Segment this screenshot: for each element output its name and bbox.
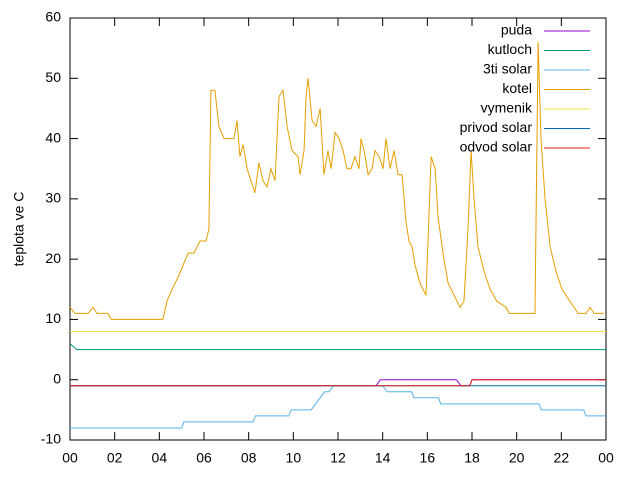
x-tick-label: 00 [598,450,614,466]
y-tick-label: -10 [41,431,61,447]
y-tick-label: 50 [45,69,61,85]
x-tick-label: 02 [107,450,123,466]
series-line [70,379,606,387]
x-tick-label: 14 [375,450,391,466]
y-tick-label: 20 [45,250,61,266]
x-tick-label: 00 [62,450,78,466]
legend-label: kotel [502,80,532,96]
legend-label: privod solar [460,119,533,135]
y-tick-label: 40 [45,129,61,145]
y-tick-label: 10 [45,310,61,326]
y-tick-label: 30 [45,190,61,206]
y-tick-label: 0 [53,370,61,386]
x-tick-label: 12 [330,450,346,466]
legend-label: puda [501,22,532,38]
x-tick-label: 16 [420,450,436,466]
x-tick-label: 08 [241,450,257,466]
series-line [69,42,604,320]
legend-label: vymenik [481,100,533,116]
y-axis-label: teplota ve C [11,192,27,267]
series-line [69,343,606,351]
x-tick-label: 22 [554,450,570,466]
legend-label: kutloch [488,41,532,57]
x-tick-label: 06 [196,450,212,466]
x-tick-label: 20 [509,450,525,466]
x-tick-label: 10 [286,450,302,466]
y-tick-label: 60 [45,9,61,25]
series-line [70,385,606,429]
series-line [70,379,606,387]
legend-label: 3ti solar [483,61,532,77]
x-tick-label: 04 [152,450,168,466]
legend-label: odvod solar [460,139,533,155]
x-tick-label: 18 [464,450,480,466]
